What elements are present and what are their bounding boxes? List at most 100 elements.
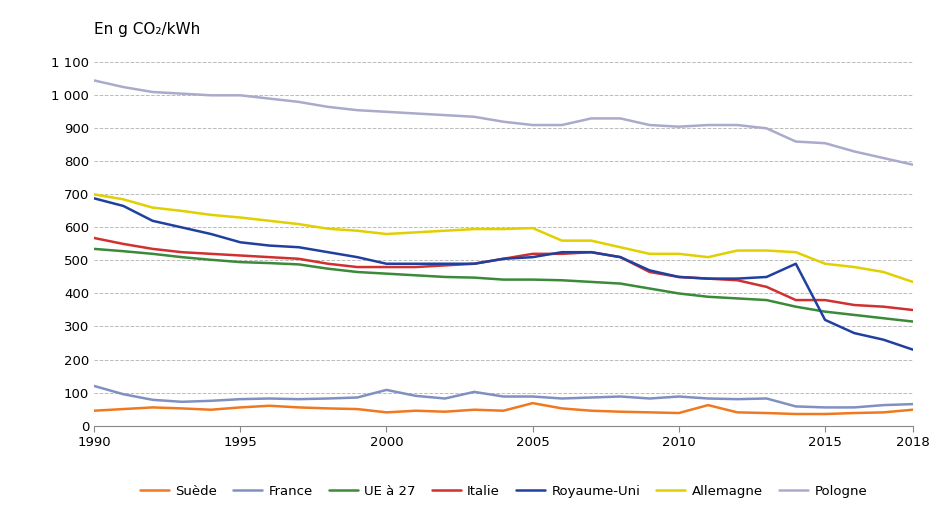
Suède (263, 403, 275, 409)
Italie (323, 261, 334, 267)
Italie (790, 297, 802, 303)
Pologne (849, 148, 860, 155)
Pologne (263, 95, 275, 102)
UE à 27 (761, 297, 773, 303)
Royaume-Uni (147, 217, 158, 224)
Italie (644, 269, 655, 275)
Royaume-Uni (293, 244, 304, 250)
Allemagne (498, 226, 509, 232)
Italie (732, 277, 743, 283)
Pologne (614, 115, 626, 121)
Royaume-Uni (556, 249, 567, 255)
Royaume-Uni (820, 317, 831, 323)
Italie (352, 264, 363, 270)
Pologne (498, 119, 509, 125)
Suède (732, 409, 743, 416)
Suède (614, 408, 626, 415)
UE à 27 (849, 312, 860, 318)
Pologne (293, 99, 304, 105)
France (352, 394, 363, 401)
Suède (673, 410, 684, 416)
UE à 27 (469, 275, 480, 281)
Pologne (556, 122, 567, 128)
UE à 27 (673, 290, 684, 296)
France (556, 395, 567, 402)
Suède (88, 407, 100, 414)
Italie (556, 251, 567, 257)
Suède (702, 402, 713, 408)
Royaume-Uni (732, 276, 743, 282)
France (410, 393, 422, 399)
UE à 27 (176, 254, 187, 260)
Royaume-Uni (527, 254, 538, 260)
Pologne (469, 114, 480, 120)
France (323, 395, 334, 402)
Italie (498, 256, 509, 262)
Royaume-Uni (176, 224, 187, 230)
Allemagne (673, 251, 684, 257)
Allemagne (614, 244, 626, 250)
Royaume-Uni (790, 261, 802, 267)
Suède (498, 407, 509, 414)
Pologne (732, 122, 743, 128)
Suède (410, 407, 422, 414)
Allemagne (527, 225, 538, 231)
France (820, 404, 831, 411)
Suède (527, 400, 538, 406)
France (790, 403, 802, 409)
France (176, 399, 187, 405)
France (147, 397, 158, 403)
UE à 27 (702, 294, 713, 300)
Royaume-Uni (614, 254, 626, 260)
Line: Italie: Italie (94, 238, 913, 310)
Pologne (585, 115, 597, 121)
Royaume-Uni (878, 337, 889, 343)
Suède (790, 411, 802, 417)
Royaume-Uni (644, 267, 655, 274)
Allemagne (907, 279, 918, 285)
France (585, 394, 597, 401)
Allemagne (88, 192, 100, 198)
Pologne (381, 108, 392, 115)
Italie (147, 246, 158, 252)
Pologne (790, 139, 802, 145)
Royaume-Uni (205, 231, 216, 237)
Pologne (352, 107, 363, 113)
Royaume-Uni (761, 274, 773, 280)
France (644, 395, 655, 402)
Italie (820, 297, 831, 303)
Allemagne (556, 238, 567, 244)
Italie (469, 261, 480, 267)
UE à 27 (732, 295, 743, 302)
UE à 27 (556, 277, 567, 283)
France (527, 393, 538, 400)
Royaume-Uni (498, 256, 509, 262)
Allemagne (234, 214, 246, 221)
Royaume-Uni (323, 249, 334, 255)
Allemagne (352, 228, 363, 234)
France (761, 395, 773, 402)
Allemagne (263, 217, 275, 224)
Royaume-Uni (439, 261, 451, 267)
Line: UE à 27: UE à 27 (94, 249, 913, 322)
Allemagne (732, 248, 743, 254)
Line: Suède: Suède (94, 403, 913, 414)
Suède (878, 409, 889, 416)
France (118, 391, 129, 398)
Pologne (527, 122, 538, 128)
UE à 27 (585, 279, 597, 285)
Pologne (118, 84, 129, 90)
France (263, 395, 275, 402)
Pologne (907, 161, 918, 168)
Italie (263, 254, 275, 260)
Italie (585, 249, 597, 255)
Royaume-Uni (469, 261, 480, 267)
UE à 27 (147, 251, 158, 257)
Italie (88, 235, 100, 241)
Pologne (439, 112, 451, 118)
Allemagne (118, 196, 129, 202)
France (469, 389, 480, 395)
Allemagne (790, 249, 802, 255)
Suède (381, 409, 392, 416)
Suède (293, 404, 304, 411)
